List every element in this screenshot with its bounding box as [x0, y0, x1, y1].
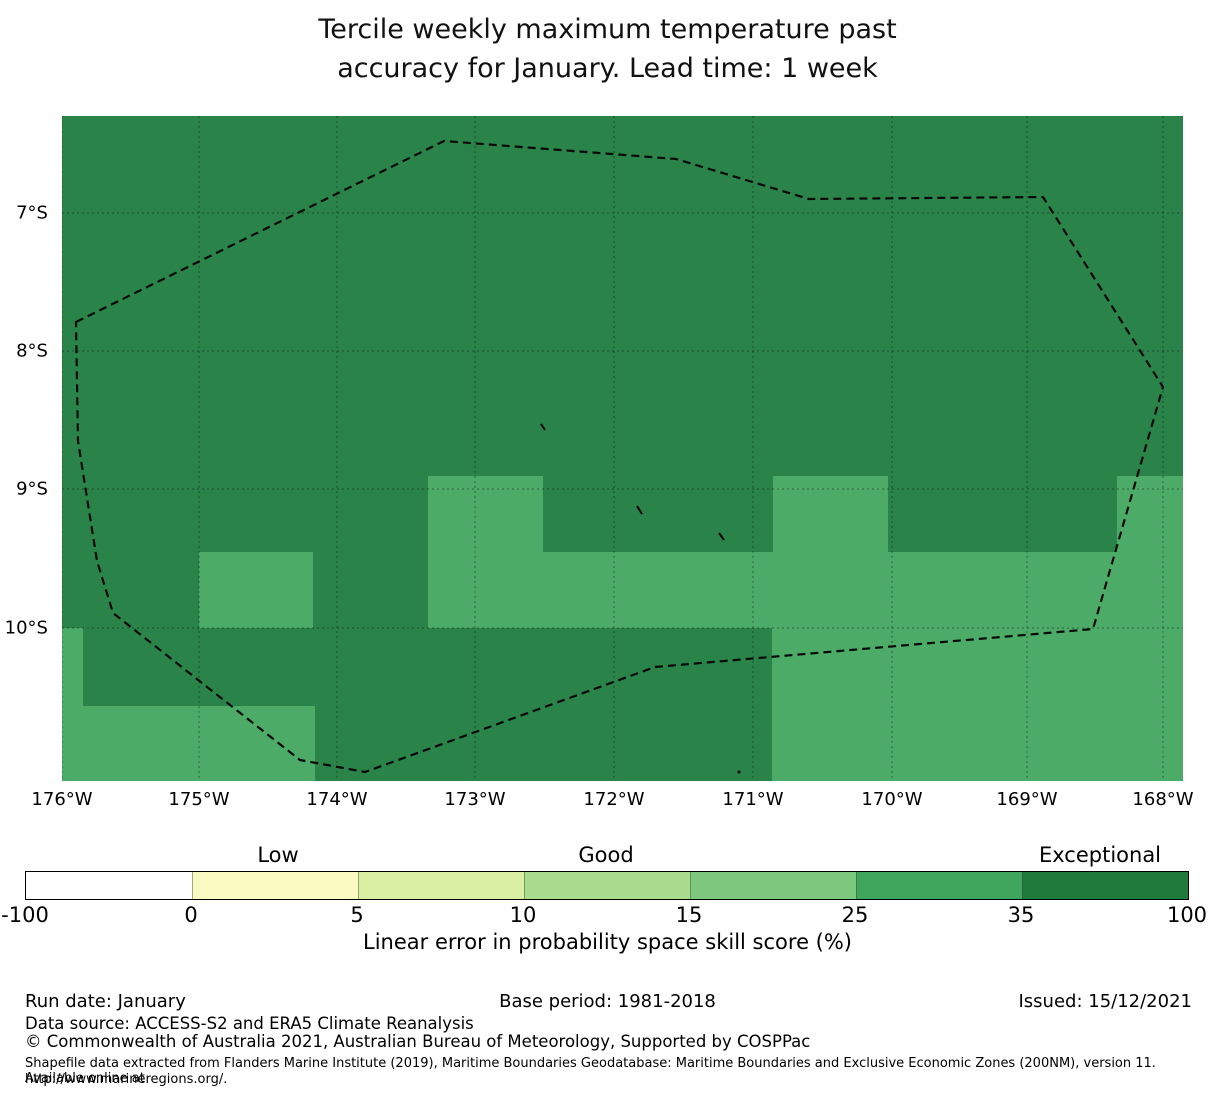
x-axis-tick-label: 173°W	[444, 789, 506, 810]
colorbar-tick-label: 10	[509, 903, 537, 927]
colorbar	[25, 871, 1189, 900]
footer-copyright: © Commonwealth of Australia 2021, Austra…	[25, 1032, 811, 1051]
y-axis-tick-label: 8°S	[16, 340, 48, 362]
colorbar-category-label: Exceptional	[1038, 843, 1162, 867]
x-axis-tick-label: 175°W	[168, 789, 230, 810]
footer-shapefile-attribution: Shapefile data extracted from Flanders M…	[25, 1056, 1156, 1086]
chart-title-line1: Tercile weekly maximum temperature past	[318, 14, 897, 45]
colorbar-category-label: Low	[257, 843, 299, 867]
chart-title: Tercile weekly maximum temperature past …	[0, 10, 1215, 88]
y-axis-tick-label: 10°S	[4, 617, 48, 639]
colorbar-category-label: Good	[578, 843, 634, 867]
colorbar-tick-label: 35	[1007, 903, 1035, 927]
footer-base-period: Base period: 1981-2018	[499, 991, 716, 1012]
colorbar-segment	[26, 872, 192, 899]
colorbar-segment	[1022, 872, 1188, 899]
x-axis-tick-label: 176°W	[31, 789, 93, 810]
colorbar-tick-label: -100	[1, 903, 49, 927]
colorbar-segment	[690, 872, 856, 899]
footer-run-date: Run date: January	[25, 991, 186, 1012]
colorbar-tick-label: 15	[675, 903, 703, 927]
colorbar-tick-label: 5	[350, 903, 364, 927]
island-mark	[636, 505, 643, 515]
colorbar-segment	[192, 872, 358, 899]
footer-shapefile-url: http://www.marineregions.org/.	[25, 1072, 228, 1087]
island-mark	[737, 770, 741, 774]
x-axis-tick-label: 174°W	[306, 789, 368, 810]
island-mark	[540, 423, 546, 431]
colorbar-segment	[358, 872, 524, 899]
skill-grid-cell-light	[428, 552, 1183, 628]
x-axis-tick-label: 170°W	[861, 789, 923, 810]
colorbar-tick-label: 0	[184, 903, 198, 927]
y-axis-tick-label: 7°S	[16, 202, 48, 224]
skill-grid-cell-light	[428, 476, 543, 552]
y-axis-tick-label: 9°S	[16, 478, 48, 500]
footer-issued-date: Issued: 15/12/2021	[1018, 991, 1192, 1012]
x-axis-tick-label: 172°W	[583, 789, 645, 810]
x-axis-tick-label: 169°W	[996, 789, 1058, 810]
skill-grid-cell-light	[62, 628, 83, 781]
x-axis-tick-label: 171°W	[722, 789, 784, 810]
skill-grid-cell-light	[83, 706, 315, 781]
colorbar-segment	[856, 872, 1022, 899]
x-axis-tick-label: 168°W	[1132, 789, 1194, 810]
colorbar-tick-label: 25	[841, 903, 869, 927]
skill-grid-cell-light	[199, 552, 313, 628]
island-mark	[718, 532, 725, 541]
footer-data-source: Data source: ACCESS-S2 and ERA5 Climate …	[25, 1014, 474, 1033]
colorbar-tick-label: 100	[1166, 903, 1208, 927]
map-overlay-svg	[62, 116, 1183, 781]
chart-title-line2: accuracy for January. Lead time: 1 week	[337, 53, 878, 84]
eez-maritime-boundary	[74, 139, 1165, 774]
colorbar-axis-label: Linear error in probability space skill …	[363, 930, 852, 954]
skill-grid-cell-light	[1117, 476, 1183, 552]
colorbar-segment	[524, 872, 690, 899]
skill-grid-cell-light	[773, 476, 888, 552]
map-plot-area	[62, 116, 1183, 781]
skill-grid-cell-light	[772, 628, 1183, 781]
